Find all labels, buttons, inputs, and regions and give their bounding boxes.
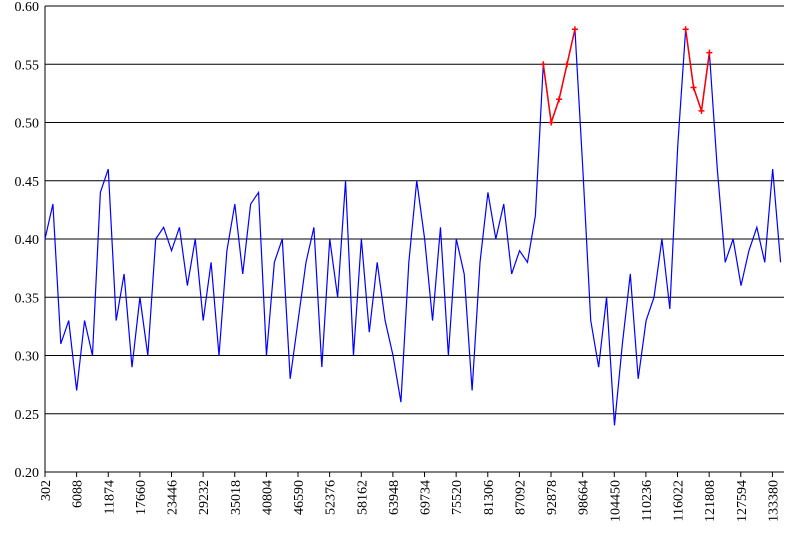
highlight-segment (700, 52, 711, 111)
highlight-segment (542, 64, 552, 123)
x-tick-label: 81306 (482, 480, 497, 515)
y-tick-label: 0.55 (15, 58, 40, 73)
x-tick-label: 52376 (324, 480, 339, 515)
x-tick-label: 29232 (197, 480, 212, 515)
highlight-marker (571, 26, 578, 33)
y-tick-label: 0.30 (15, 350, 40, 365)
y-tick-label: 0.20 (15, 466, 40, 481)
highlight-segment (566, 29, 576, 65)
x-tick-label: 104450 (608, 480, 623, 522)
y-tick-label: 0.35 (15, 291, 40, 306)
x-tick-label: 302 (39, 480, 54, 501)
x-tick-label: 87092 (513, 480, 528, 515)
highlight-marker (682, 26, 689, 33)
y-tick-label: 0.45 (15, 175, 40, 190)
highlight-marker (690, 84, 697, 91)
x-tick-label: 116022 (672, 480, 687, 521)
x-tick-label: 92878 (545, 480, 560, 515)
y-tick-label: 0.25 (15, 408, 40, 423)
highlight-marker (548, 119, 555, 126)
x-tick-label: 63948 (387, 480, 402, 515)
highlight-marker (564, 61, 571, 68)
x-tick-label: 133380 (766, 480, 781, 522)
y-tick-label: 0.60 (15, 0, 40, 15)
highlight-segment (550, 98, 560, 123)
x-tick-label: 6088 (71, 480, 86, 508)
x-tick-label: 110236 (640, 480, 655, 521)
x-tick-label: 121808 (703, 480, 718, 522)
x-tick-label: 40804 (260, 480, 275, 515)
highlight-marker (556, 96, 563, 103)
highlight-segment (692, 87, 703, 112)
highlight-segment (684, 29, 695, 88)
x-tick-label: 127594 (735, 480, 750, 522)
x-tick-label: 17660 (134, 480, 149, 515)
x-tick-label: 46590 (292, 480, 307, 515)
highlight-marker (698, 107, 705, 114)
x-tick-label: 75520 (450, 480, 465, 515)
data-line (44, 29, 782, 426)
x-tick-label: 58162 (355, 480, 370, 515)
x-tick-label: 35018 (229, 480, 244, 515)
x-tick-label: 23446 (166, 480, 181, 515)
y-tick-label: 0.50 (15, 117, 40, 132)
x-tick-label: 98664 (577, 480, 592, 515)
y-tick-label: 0.40 (15, 233, 40, 248)
highlight-marker (540, 61, 547, 68)
highlight-marker (706, 49, 713, 56)
x-tick-label: 69734 (419, 480, 434, 515)
x-tick-label: 11874 (102, 480, 117, 514)
highlight-segment (558, 64, 568, 100)
